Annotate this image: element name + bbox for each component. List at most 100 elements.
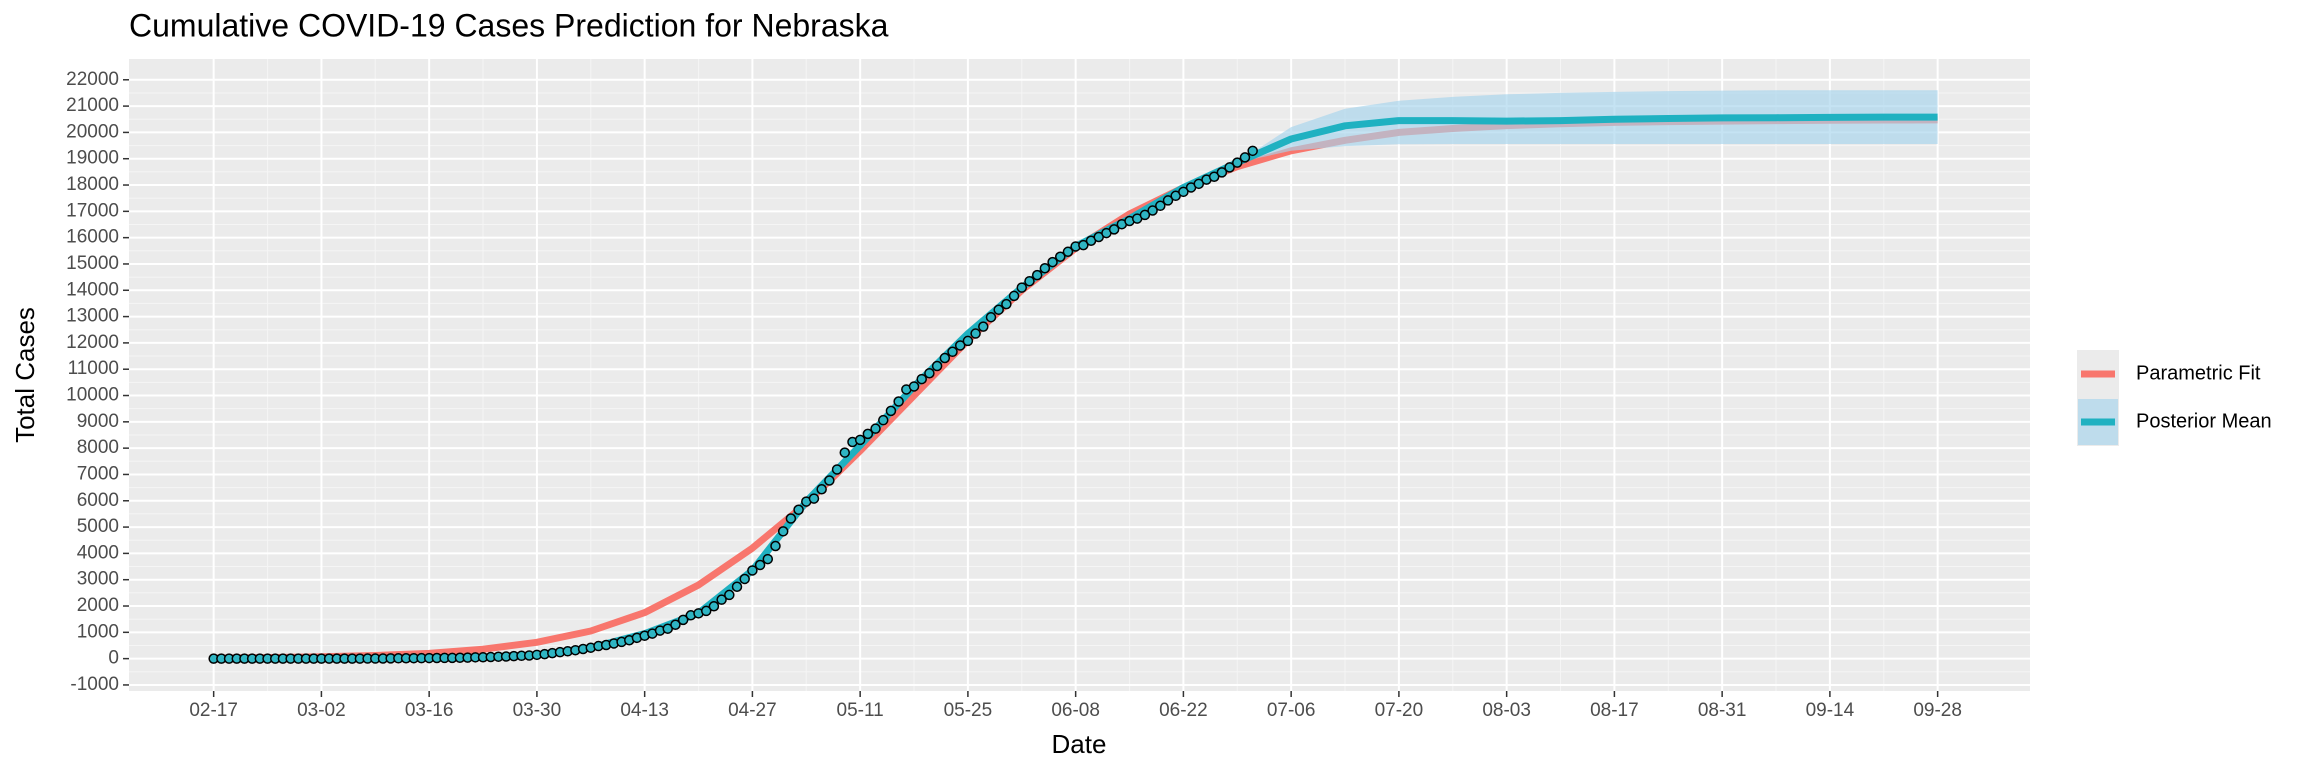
observed-point xyxy=(739,573,750,585)
observed-point xyxy=(870,423,881,434)
observed-point xyxy=(1178,186,1189,198)
y-tick-label: 9000 xyxy=(77,411,119,432)
observed-point xyxy=(1193,178,1205,190)
observed-point xyxy=(785,513,797,524)
plot-panel xyxy=(129,59,2030,691)
y-tick-label: 20000 xyxy=(66,121,119,142)
observed-point xyxy=(1232,157,1243,168)
observed-point xyxy=(954,340,966,351)
observed-point xyxy=(939,352,951,364)
observed-point xyxy=(970,328,981,339)
observed-point xyxy=(862,428,874,440)
observed-point xyxy=(700,605,712,617)
observed-point xyxy=(1047,256,1058,268)
y-tick-label: -1000 xyxy=(70,674,119,695)
x-tick-label: 05-11 xyxy=(837,700,884,721)
observed-point xyxy=(1216,167,1228,178)
observed-point xyxy=(816,483,827,495)
observed-point xyxy=(1016,282,1028,293)
observed-point xyxy=(854,434,866,446)
observed-point xyxy=(1062,246,1074,258)
observed-point xyxy=(731,581,743,593)
observed-point xyxy=(1031,269,1043,281)
x-tick-label: 03-02 xyxy=(297,700,346,721)
x-tick-label: 07-20 xyxy=(1375,700,1424,721)
y-tick-label: 4000 xyxy=(77,542,119,563)
x-tick-label: 08-17 xyxy=(1590,700,1639,721)
observed-point xyxy=(831,464,843,475)
y-tick-label: 2000 xyxy=(77,595,119,616)
observed-point xyxy=(770,540,781,552)
observed-point xyxy=(885,405,897,417)
y-tick-label: 5000 xyxy=(77,516,119,537)
x-tick-label: 08-03 xyxy=(1482,700,1531,721)
observed-point xyxy=(924,368,935,379)
x-axis-label: Date xyxy=(1052,729,1107,759)
y-tick-label: 17000 xyxy=(66,200,119,221)
x-tick-label: 08-31 xyxy=(1698,700,1747,721)
observed-point xyxy=(1108,224,1120,235)
y-tick-label: 19000 xyxy=(66,148,119,169)
observed-point xyxy=(1162,195,1174,206)
y-tick-label: 12000 xyxy=(66,332,119,353)
y-tick-label: 22000 xyxy=(66,69,119,90)
observed-point xyxy=(1147,205,1158,216)
observed-point xyxy=(793,504,804,515)
x-tick-label: 06-22 xyxy=(1159,700,1208,721)
y-tick-label: 7000 xyxy=(77,463,119,484)
observed-point xyxy=(1208,171,1220,183)
observed-point xyxy=(1001,298,1012,310)
y-tick-label: 3000 xyxy=(77,569,119,590)
x-tick-label: 03-16 xyxy=(405,700,454,721)
legend-label: Parametric Fit xyxy=(2136,362,2261,384)
x-tick-label: 06-08 xyxy=(1051,700,1100,721)
x-tick-label: 07-06 xyxy=(1267,700,1316,721)
y-tick-label: 10000 xyxy=(66,385,119,406)
x-tick-label: 04-27 xyxy=(728,700,777,721)
x-tick-label: 09-28 xyxy=(1913,700,1962,721)
observed-point xyxy=(1155,200,1166,212)
observed-point xyxy=(993,304,1004,315)
observed-point xyxy=(877,414,889,426)
y-tick-label: 11000 xyxy=(68,358,119,379)
x-tick-label: 09-14 xyxy=(1806,700,1855,721)
observed-point xyxy=(1224,162,1235,173)
observed-point xyxy=(747,565,758,576)
y-tick-label: 21000 xyxy=(66,95,119,116)
observed-point xyxy=(808,493,820,504)
observed-point xyxy=(947,346,958,358)
observed-point xyxy=(1247,145,1258,157)
observed-point xyxy=(1078,239,1089,251)
x-tick-label: 05-25 xyxy=(944,700,993,721)
observed-point xyxy=(962,335,974,347)
observed-point xyxy=(1008,290,1020,302)
observed-point xyxy=(931,360,943,372)
y-tick-label: 13000 xyxy=(66,306,119,327)
y-tick-label: 18000 xyxy=(66,174,119,195)
observed-point xyxy=(1024,275,1035,287)
x-tick-label: 04-13 xyxy=(620,700,669,721)
observed-point xyxy=(1139,209,1151,221)
y-tick-label: 1000 xyxy=(77,621,119,642)
observed-point xyxy=(908,381,920,392)
observed-point xyxy=(724,589,735,601)
observed-point xyxy=(762,553,774,565)
observed-point xyxy=(754,559,766,571)
observed-point xyxy=(670,619,681,631)
observed-point xyxy=(777,526,789,537)
observed-point xyxy=(893,396,904,407)
observed-point xyxy=(978,321,989,332)
x-tick-label: 02-17 xyxy=(189,700,238,721)
y-tick-label: 6000 xyxy=(77,490,119,511)
observed-point xyxy=(1055,251,1066,263)
chart-title: Cumulative COVID-19 Cases Prediction for… xyxy=(129,7,889,43)
y-tick-label: 16000 xyxy=(66,227,119,248)
credible-ribbon xyxy=(1237,90,1938,163)
observed-point xyxy=(839,447,851,458)
y-tick-label: 0 xyxy=(108,648,119,669)
observed-point xyxy=(1239,152,1251,163)
observed-point xyxy=(916,373,927,385)
observed-point xyxy=(985,311,997,323)
observed-point xyxy=(1039,262,1051,274)
